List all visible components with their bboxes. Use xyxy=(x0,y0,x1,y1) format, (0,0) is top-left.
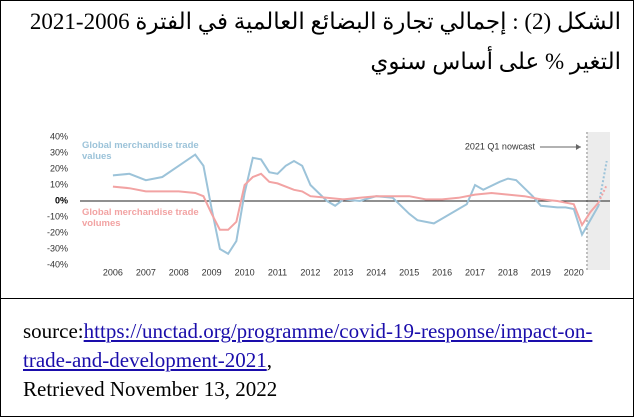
y-tick-label: -40% xyxy=(47,259,68,269)
arrow-head xyxy=(575,144,581,150)
x-tick-label: 2006 xyxy=(103,267,123,277)
x-tick-label: 2012 xyxy=(300,267,320,277)
source-suffix: , xyxy=(266,348,272,372)
line-series xyxy=(112,172,600,231)
y-tick-label: 0% xyxy=(55,195,68,205)
x-tick-label: 2016 xyxy=(432,267,452,277)
source-prefix: source: xyxy=(23,319,84,343)
caption-line: التغير % على أساس سنوي xyxy=(370,49,621,74)
series-label: Global merchandise trade values xyxy=(82,140,199,162)
y-tick-label: -10% xyxy=(47,211,68,221)
x-tick-label: 2020 xyxy=(564,267,584,277)
retrieved: Retrieved November 13, 2022 xyxy=(23,377,278,401)
y-tick-label: -20% xyxy=(47,227,68,237)
separator xyxy=(1,298,633,299)
y-tick-label: -30% xyxy=(47,243,68,253)
y-tick-label: 30% xyxy=(50,147,68,157)
x-tick-label: 2008 xyxy=(169,267,189,277)
x-tick-label: 2017 xyxy=(465,267,485,277)
x-tick-label: 2014 xyxy=(366,267,386,277)
x-tick-label: 2010 xyxy=(235,267,255,277)
series-label: Global merchandise trade volumes xyxy=(82,207,199,229)
caption-line: الشكل (2) : إجمالي تجارة البضائع العالمي… xyxy=(29,9,621,34)
annotation: 2021 Q1 nowcast xyxy=(465,141,536,151)
source-link[interactable]: https://unctad.org/programme/covid-19-re… xyxy=(23,319,593,372)
x-tick-label: 2019 xyxy=(531,267,551,277)
y-tick-label: 40% xyxy=(50,131,68,141)
y-tick-label: 10% xyxy=(50,179,68,189)
x-tick-label: 2011 xyxy=(268,267,287,277)
x-tick-label: 2015 xyxy=(399,267,419,277)
nowcast-line xyxy=(597,160,608,206)
source: source:https://unctad.org/programme/covi… xyxy=(23,317,623,404)
x-tick-label: 2009 xyxy=(202,267,222,277)
x-tick-label: 2013 xyxy=(333,267,353,277)
y-tick-label: 20% xyxy=(50,163,68,173)
x-tick-label: 2018 xyxy=(498,267,518,277)
line-series xyxy=(112,153,600,256)
nowcast-line xyxy=(597,184,608,204)
x-tick-label: 2007 xyxy=(136,267,156,277)
